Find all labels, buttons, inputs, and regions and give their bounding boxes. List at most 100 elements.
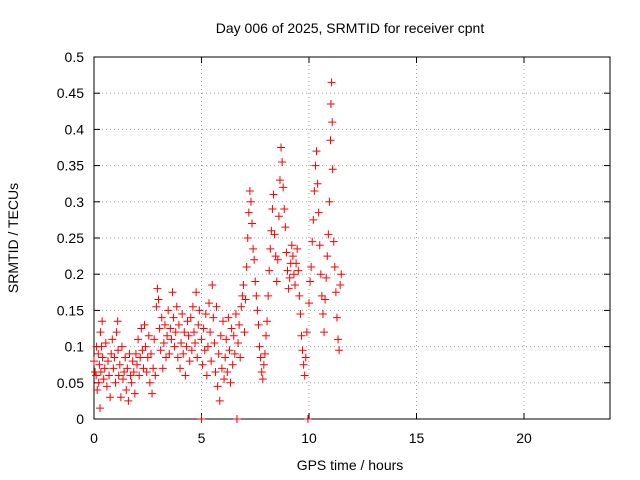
data-point <box>140 320 149 329</box>
data-point <box>199 324 208 333</box>
data-point <box>287 241 296 250</box>
data-point <box>309 215 318 224</box>
data-point <box>259 360 268 369</box>
data-point <box>210 338 219 347</box>
data-point <box>252 291 261 300</box>
y-tick-label: 0.2 <box>65 266 85 282</box>
data-point <box>192 288 201 297</box>
data-point <box>251 277 260 286</box>
data-point <box>321 295 330 304</box>
data-point <box>98 317 107 326</box>
data-point <box>194 320 203 329</box>
data-point <box>243 234 252 242</box>
data-point <box>237 302 246 311</box>
data-point <box>100 364 109 373</box>
data-point <box>174 320 183 329</box>
data-point <box>156 346 165 355</box>
x-tick-label: 10 <box>301 430 317 446</box>
data-point <box>331 288 340 297</box>
data-point <box>148 389 157 398</box>
data-point <box>293 244 302 253</box>
data-point <box>231 310 240 319</box>
data-point <box>173 353 182 362</box>
data-point <box>113 317 122 326</box>
data-point <box>193 353 202 362</box>
data-point <box>205 299 214 308</box>
y-tick-label: 0.1 <box>65 339 85 355</box>
data-point <box>186 313 195 322</box>
data-point <box>136 353 145 362</box>
data-point <box>111 378 120 387</box>
data-point <box>146 349 155 358</box>
data-point <box>256 353 265 362</box>
data-point <box>154 295 163 304</box>
data-point <box>283 266 292 275</box>
data-point <box>145 378 154 387</box>
data-point <box>253 306 262 315</box>
data-point <box>188 302 197 311</box>
data-point <box>288 252 297 261</box>
data-point <box>312 147 321 156</box>
data-point <box>101 338 110 347</box>
data-point <box>217 364 226 373</box>
data-point <box>94 349 103 358</box>
data-point <box>299 360 308 369</box>
data-point <box>116 393 125 402</box>
data-point <box>244 208 253 217</box>
data-points <box>90 78 346 423</box>
data-point <box>324 230 333 239</box>
data-point <box>258 375 267 384</box>
y-tick-label: 0.05 <box>57 375 84 391</box>
data-point <box>277 143 286 152</box>
data-point <box>127 378 136 387</box>
data-point <box>264 291 273 300</box>
data-point <box>143 353 152 362</box>
data-point <box>323 252 332 261</box>
data-point <box>106 393 115 402</box>
data-point <box>274 212 283 221</box>
data-point <box>155 324 164 333</box>
data-point <box>328 118 337 127</box>
data-point <box>289 270 298 279</box>
data-point <box>328 165 337 174</box>
data-point <box>109 364 118 373</box>
data-point <box>163 331 172 340</box>
data-point <box>241 295 250 304</box>
data-point <box>189 328 198 337</box>
data-point <box>170 342 179 351</box>
data-point <box>158 364 167 373</box>
data-point <box>176 364 184 373</box>
data-point <box>114 371 123 380</box>
data-point <box>294 266 303 275</box>
y-tick-label: 0.5 <box>65 49 85 65</box>
data-point <box>138 346 147 355</box>
data-point <box>272 277 281 286</box>
data-point <box>150 335 159 344</box>
data-point <box>99 375 108 384</box>
data-point <box>177 338 186 347</box>
data-point <box>142 367 151 376</box>
data-point <box>93 386 102 395</box>
data-point <box>211 367 220 376</box>
data-point <box>141 342 150 351</box>
y-tick-label: 0.45 <box>57 85 84 101</box>
data-point <box>120 367 129 376</box>
data-point <box>169 313 178 322</box>
data-point <box>263 317 272 326</box>
x-axis-label: GPS time / hours <box>297 457 404 473</box>
x-tick-labels: 0 5 10 15 20 <box>90 430 532 446</box>
y-tick-label: 0.15 <box>57 302 84 318</box>
data-point <box>94 378 103 387</box>
y-tick-label: 0.4 <box>65 121 85 137</box>
axis-ticks <box>93 56 610 420</box>
data-point <box>198 360 207 369</box>
y-axis-label: SRMTID / TECUs <box>5 183 21 293</box>
data-point <box>119 375 128 384</box>
data-point <box>179 349 188 358</box>
data-point <box>325 197 334 206</box>
data-point <box>332 313 341 322</box>
data-point <box>122 386 131 395</box>
data-point <box>228 360 237 369</box>
data-point <box>254 320 263 329</box>
data-point <box>285 273 294 282</box>
